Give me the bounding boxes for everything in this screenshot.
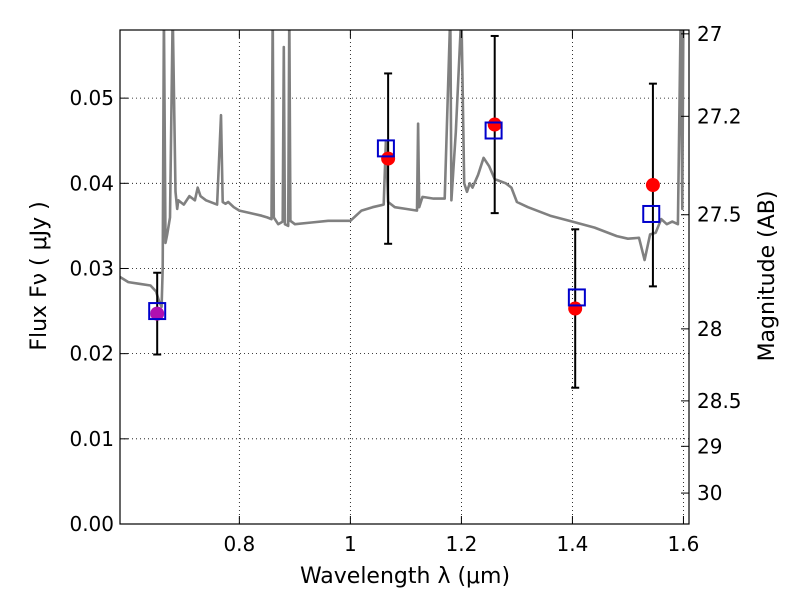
magnitude-tick-label: 29 (697, 434, 722, 458)
observed-point (568, 301, 583, 316)
x-tick-label: 1.4 (557, 532, 589, 556)
plot-frame (119, 29, 690, 525)
observed-point (645, 178, 660, 193)
model-spectrum-line (120, 30, 685, 309)
spectrum-layer (120, 30, 685, 309)
y-tick-label: 0.03 (69, 256, 114, 280)
model-point (148, 302, 167, 321)
magnitude-tick-label: 28 (697, 317, 722, 341)
magnitude-tick-label: 28.5 (697, 389, 742, 413)
plot-background (120, 30, 689, 524)
y-tick-label: 0.05 (69, 86, 114, 110)
x-tick-label: 0.8 (223, 532, 255, 556)
y-tick-label: 0.02 (69, 342, 114, 366)
model-point (567, 288, 586, 307)
magnitude-axis-label: Magnitude (AB) (755, 191, 780, 362)
marker-layer (148, 117, 661, 321)
magnitude-tick-label: 30 (697, 481, 722, 505)
x-axis-label: Wavelength λ (μm) (300, 564, 510, 589)
observed-point (487, 117, 502, 132)
observed-point (381, 151, 396, 166)
y-tick-label: 0.04 (69, 171, 114, 195)
x-axis: 0.8 1 1.2 1.4 1.6 (223, 30, 699, 556)
y-tick-label: 0.00 (69, 512, 114, 536)
model-point (484, 121, 503, 140)
x-tick-label: 1.6 (668, 532, 700, 556)
model-point (642, 204, 661, 223)
x-tick-label: 1 (344, 532, 357, 556)
y-axis-label: Flux Fν ( μJy ) (27, 201, 52, 350)
y-axis: 0.00 0.01 0.02 0.03 0.04 0.05 (69, 86, 128, 536)
model-point (376, 139, 395, 158)
magnitude-tick-label: 27.5 (697, 203, 742, 227)
magnitude-axis: 27 27.2 27.5 28 28.5 29 30 (681, 22, 742, 505)
observed-point (150, 306, 165, 321)
x-tick-label: 1.2 (445, 532, 477, 556)
magnitude-tick-label: 27 (697, 22, 722, 46)
y-tick-label: 0.01 (69, 427, 114, 451)
magnitude-tick-label: 27.2 (697, 104, 742, 128)
